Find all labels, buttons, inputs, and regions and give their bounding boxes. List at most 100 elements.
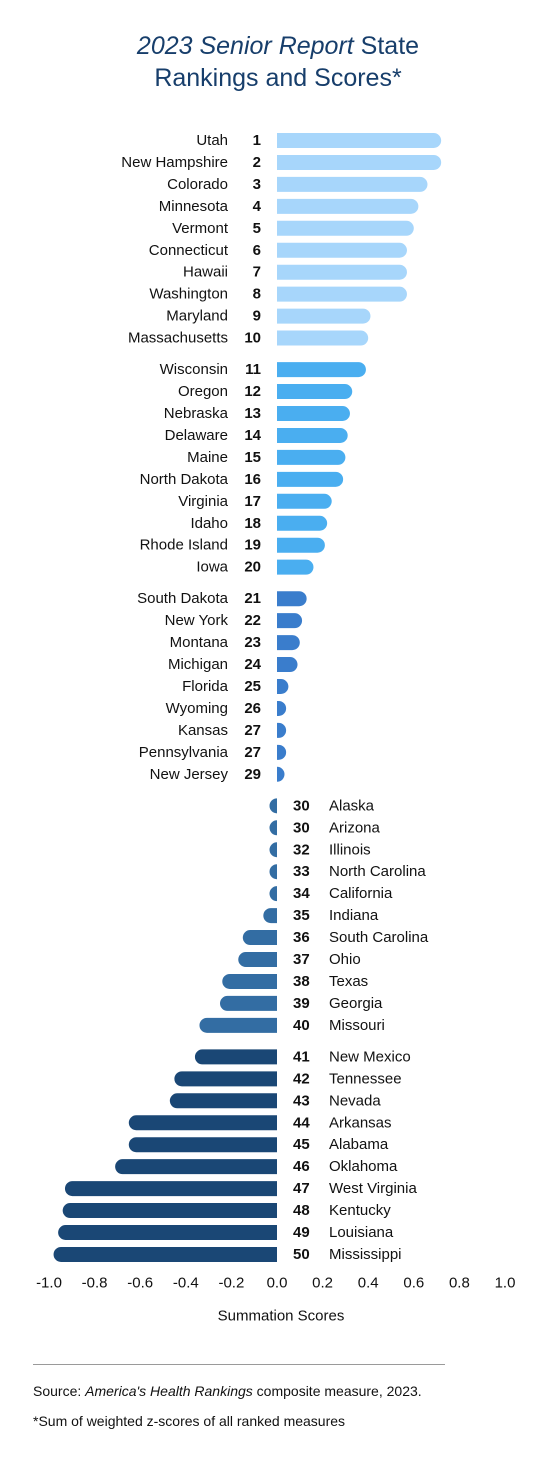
rank-label: 20 (244, 559, 261, 576)
x-tick-label: -1.0 (36, 1275, 62, 1292)
bar-montana (277, 635, 300, 651)
rank-label: 45 (293, 1136, 310, 1153)
bar-colorado (277, 176, 428, 192)
state-label: Utah (196, 132, 228, 149)
rank-label: 50 (293, 1246, 310, 1263)
rank-label: 12 (244, 383, 261, 400)
x-tick-label: -0.4 (173, 1275, 199, 1292)
rank-label: 8 (253, 286, 261, 303)
state-label: Florida (182, 678, 229, 695)
bar-connecticut (277, 242, 407, 258)
chart-title-italic: 2023 Senior Report (136, 32, 354, 60)
state-label: Maryland (166, 308, 228, 325)
bar-virginia (277, 493, 332, 509)
bar-texas (222, 973, 277, 989)
bar-nebraska (277, 406, 350, 421)
rank-label: 42 (293, 1070, 310, 1087)
footnote: *Sum of weighted z-scores of all ranked … (33, 1413, 346, 1429)
state-label: Indiana (329, 907, 379, 924)
chart-title-line-2: Rankings and Scores* (154, 64, 402, 92)
state-label: Pennsylvania (139, 744, 229, 761)
rank-label: 46 (293, 1158, 310, 1175)
state-label: Arkansas (329, 1114, 392, 1131)
bar-mississippi (53, 1246, 278, 1262)
rank-label: 11 (245, 361, 261, 378)
chart-title: 2023 Senior Report State Rankings and Sc… (0, 30, 556, 94)
bar-idaho (277, 515, 328, 531)
rank-label: 39 (293, 995, 310, 1012)
state-label: Wyoming (166, 700, 228, 717)
state-label: New Jersey (150, 766, 229, 783)
bar-new-york (277, 613, 303, 629)
rank-label: 7 (253, 264, 261, 281)
footer-divider (33, 1364, 445, 1365)
bar-kentucky (62, 1203, 277, 1219)
state-label: California (329, 885, 393, 902)
state-label: Nebraska (164, 405, 229, 422)
state-label: Connecticut (149, 242, 229, 259)
chart-title-rest: State (353, 32, 420, 60)
state-label: Massachusetts (128, 330, 228, 347)
rank-label: 17 (244, 493, 261, 510)
state-label: Michigan (168, 656, 228, 673)
rank-label: 5 (253, 220, 261, 237)
source-prefix: Source: (33, 1383, 86, 1399)
rank-label: 48 (293, 1202, 310, 1219)
state-label: Tennessee (329, 1070, 402, 1087)
rank-label: 24 (244, 656, 261, 673)
x-tick-label: -0.2 (218, 1275, 244, 1292)
rank-label: 43 (293, 1092, 310, 1109)
state-label: Illinois (329, 841, 371, 858)
bar-new-jersey (277, 766, 285, 782)
rank-label: 44 (293, 1114, 310, 1131)
rank-label: 9 (253, 308, 261, 325)
state-label: Mississippi (329, 1246, 402, 1263)
bar-michigan (277, 657, 298, 673)
state-label: Montana (170, 634, 229, 651)
rank-label: 29 (244, 766, 261, 783)
rank-label: 10 (244, 330, 261, 347)
rank-label: 22 (244, 612, 261, 629)
bar-washington (277, 286, 407, 302)
state-label: Missouri (329, 1017, 385, 1034)
x-tick-label: -0.6 (127, 1275, 153, 1292)
state-label: Kentucky (329, 1202, 391, 1219)
bar-south-carolina (242, 930, 277, 946)
x-tick-label: 0.8 (449, 1275, 470, 1292)
state-label: New Mexico (329, 1048, 411, 1065)
rank-label: 16 (244, 471, 261, 488)
rank-label: 34 (293, 885, 310, 902)
state-label: Maine (187, 449, 228, 466)
state-label: New York (165, 612, 229, 629)
bar-alabama (128, 1137, 277, 1153)
bar-maine (277, 449, 346, 465)
state-label: Ohio (329, 951, 361, 968)
state-label: Oregon (178, 383, 228, 400)
rank-label: 36 (293, 929, 310, 946)
state-label: Colorado (167, 176, 228, 193)
state-label: New Hampshire (121, 154, 228, 171)
bar-alaska (269, 798, 277, 814)
bar-west-virginia (64, 1181, 277, 1197)
state-label: Iowa (196, 559, 228, 576)
rank-label: 6 (253, 242, 261, 259)
bar-arizona (269, 820, 277, 836)
bar-wyoming (277, 700, 287, 716)
state-label: Louisiana (329, 1224, 394, 1241)
state-label: Georgia (329, 995, 383, 1012)
state-label: Delaware (165, 427, 228, 444)
bar-minnesota (277, 198, 419, 214)
rank-label: 27 (244, 722, 261, 739)
state-label: Alaska (329, 797, 375, 814)
state-label: North Carolina (329, 863, 426, 880)
x-tick-label: 0.2 (312, 1275, 333, 1292)
bar-illinois (269, 842, 277, 858)
bar-wisconsin (277, 362, 366, 378)
bar-delaware (277, 427, 348, 443)
bar-arkansas (128, 1115, 277, 1131)
x-tick-label: 1.0 (495, 1275, 516, 1292)
bar-florida (277, 679, 289, 694)
source-rest: composite measure, 2023. (252, 1383, 422, 1399)
x-tick-label: 0.6 (403, 1275, 424, 1292)
state-label: South Carolina (329, 929, 429, 946)
